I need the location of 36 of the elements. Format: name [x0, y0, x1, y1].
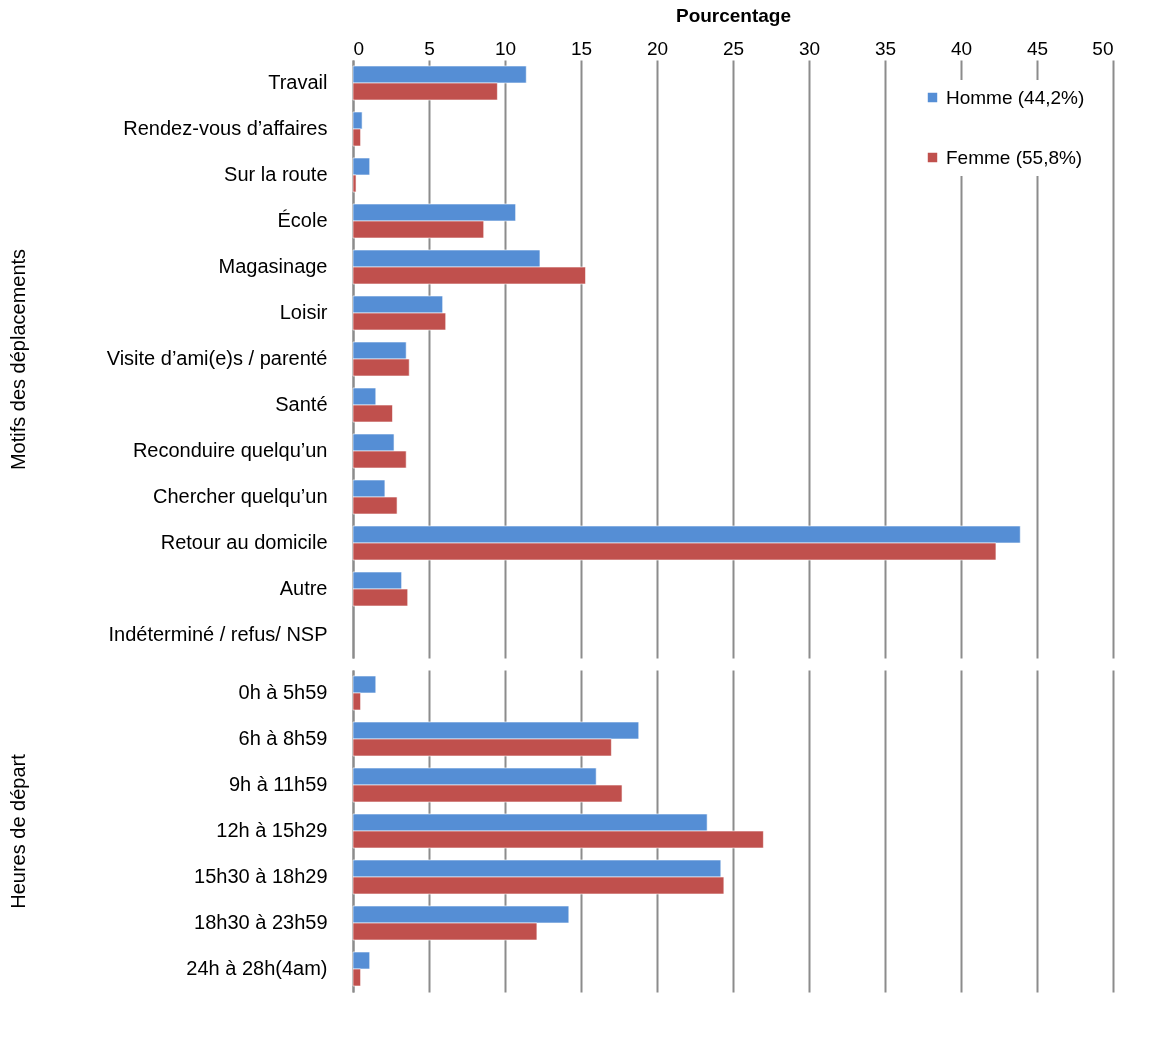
- y-tick-label: 9h à 11h59: [228, 773, 328, 795]
- y-tick-label: Santé: [275, 393, 328, 415]
- y-tick-label: 6h à 8h59: [238, 727, 328, 749]
- x-tick-label: 30: [798, 37, 821, 59]
- y-tick-label: 15h30 à 18h29: [194, 865, 328, 887]
- x-tick-label: 40: [950, 37, 973, 59]
- x-axis-title: Pourcentage: [675, 4, 792, 26]
- x-tick-label: 35: [874, 37, 897, 59]
- y-tick-label: 24h à 28h(4am): [186, 957, 328, 979]
- y-tick-label: École: [277, 209, 328, 231]
- y-tick-label: Rendez-vous d’affaires: [123, 117, 328, 139]
- y-tick-label: Loisir: [279, 301, 328, 323]
- y-axis-title: Heures de départ: [6, 753, 29, 909]
- y-tick-label: Chercher quelqu’un: [152, 485, 328, 507]
- y-tick-label: 18h30 à 23h59: [194, 911, 328, 933]
- y-tick-label: 12h à 15h29: [216, 819, 328, 841]
- x-tick-label: 15: [570, 37, 593, 59]
- y-tick-label: Travail: [268, 71, 328, 93]
- x-tick-label: 45: [1026, 37, 1049, 59]
- y-tick-label: Magasinage: [218, 255, 328, 277]
- legend-label: Homme (44,2%): [946, 86, 1085, 108]
- y-tick-label: Reconduire quelqu’un: [132, 439, 328, 461]
- x-tick-label: 0: [353, 37, 365, 59]
- y-tick-label: Visite d’ami(e)s / parenté: [106, 347, 328, 369]
- y-tick-label: Autre: [279, 577, 328, 599]
- y-axis-title: Motifs des déplacements: [6, 248, 29, 471]
- x-tick-label: 50: [1092, 37, 1114, 59]
- y-tick-label: Indéterminé / refus/ NSP: [108, 623, 328, 645]
- x-tick-label: 10: [494, 37, 517, 59]
- legend-label: Femme (55,8%): [946, 146, 1083, 168]
- y-tick-label: Sur la route: [224, 163, 328, 185]
- x-tick-label: 5: [424, 37, 435, 59]
- x-tick-label: 25: [722, 37, 745, 59]
- x-tick-label: 20: [646, 37, 669, 59]
- y-tick-label: 0h à 5h59: [238, 681, 328, 703]
- y-tick-label: Retour au domicile: [160, 531, 328, 553]
